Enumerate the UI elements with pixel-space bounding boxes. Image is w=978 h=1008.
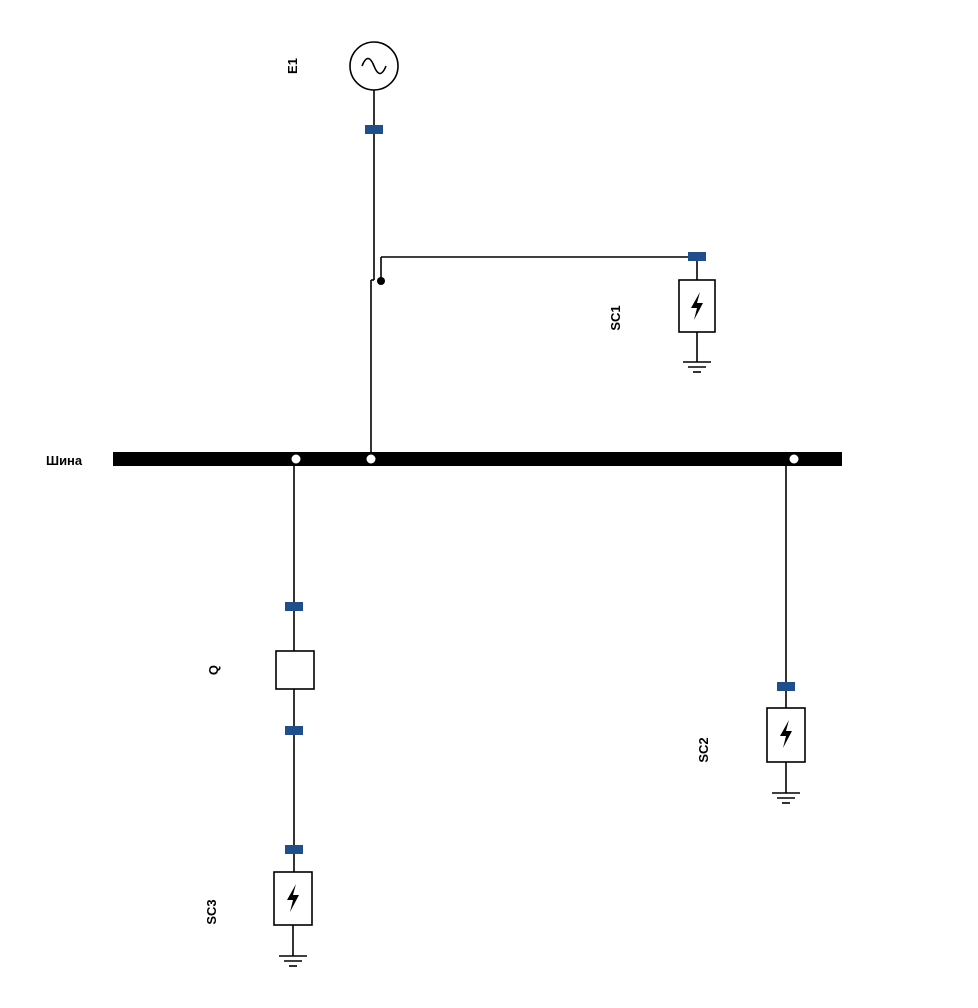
generator-label: E1 [285,58,300,74]
breaker-label: Q [206,665,221,675]
ground-icon [278,943,308,967]
short-circuit-sc2[interactable] [766,707,806,763]
sc1-label: SC1 [608,305,623,330]
sc3-label: SC3 [204,899,219,924]
breaker-q[interactable] [275,650,315,690]
port-sc3[interactable] [285,845,303,854]
short-circuit-sc3[interactable] [273,871,313,926]
ac-sine-icon [361,57,387,75]
busbar[interactable] [113,452,842,466]
ground-icon [771,780,801,804]
busbar-label: Шина [46,453,83,468]
port-sc1[interactable] [688,252,706,261]
sc2-label: SC2 [696,737,711,762]
bus-node-sc2[interactable] [789,454,799,464]
generator-e1[interactable] [349,41,399,91]
bus-node-q[interactable] [291,454,301,464]
port-e1[interactable] [365,125,383,134]
port-q-upper[interactable] [285,602,303,611]
port-sc2[interactable] [777,682,795,691]
port-q-lower[interactable] [285,726,303,735]
bus-node-e1[interactable] [366,454,376,464]
short-circuit-sc1[interactable] [678,279,716,333]
ground-icon [682,349,712,373]
